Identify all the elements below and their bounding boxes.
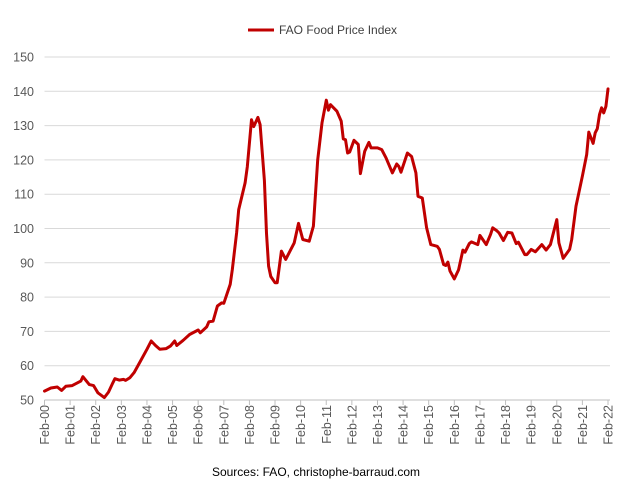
x-tick-label: Feb-07: [217, 405, 231, 445]
series-line-fao-food-price-index: [43, 87, 610, 400]
y-tick-label: 80: [20, 291, 34, 305]
x-tick-label: Feb-18: [499, 405, 513, 445]
y-tick-label: 70: [20, 325, 34, 339]
x-tick-label: Feb-22: [602, 405, 616, 445]
x-tick-label: Feb-05: [166, 405, 180, 445]
x-tick-label: Feb-06: [192, 405, 206, 445]
x-tick-label: Feb-15: [422, 405, 436, 445]
y-tick-label: 100: [13, 222, 34, 236]
gridlines: [44, 56, 610, 367]
x-tick-label: Feb-01: [64, 405, 78, 445]
x-axis: Feb-00 Feb-01 Feb-02 Feb-03 Feb-04 Feb-05 Feb-…: [38, 399, 616, 445]
x-tick-label: Feb-17: [473, 405, 487, 445]
x-tick-label: Feb-13: [371, 405, 385, 445]
x-tick-label: Feb-08: [243, 405, 257, 445]
y-tick-label: 90: [20, 256, 34, 270]
y-tick-label: 140: [13, 85, 34, 99]
x-tick-label: Feb-03: [115, 405, 129, 445]
x-tick-label: Feb-14: [397, 405, 411, 445]
legend: FAO Food Price Index: [248, 23, 397, 37]
y-tick-label: 110: [14, 188, 34, 202]
x-tick-label: Feb-02: [89, 405, 103, 445]
x-tick-label: Feb-11: [320, 405, 334, 444]
x-tick-label: Feb-20: [550, 405, 564, 445]
legend-label: FAO Food Price Index: [279, 23, 397, 37]
x-tick-label: Feb-09: [269, 405, 283, 445]
x-tick-label: Feb-12: [345, 405, 359, 445]
series-layer: [43, 87, 610, 400]
x-tick-label: Feb-04: [140, 405, 154, 445]
y-axis: 50 60 70 80 90 100 110 120 130 140 150: [13, 51, 34, 408]
y-tick-label: 130: [13, 119, 34, 133]
y-tick-label: 120: [13, 153, 34, 167]
y-tick-label: 60: [20, 359, 34, 373]
x-tick-label: Feb-00: [38, 405, 52, 445]
x-tick-label: Feb-21: [576, 405, 590, 445]
x-tick-label: Feb-19: [525, 405, 539, 445]
x-tick-label: Feb-16: [448, 405, 462, 445]
source-note: Sources: FAO, christophe-barraud.com: [212, 465, 420, 479]
y-tick-label: 50: [20, 394, 34, 408]
x-tick-label: Feb-10: [294, 405, 308, 445]
y-tick-label: 150: [13, 51, 34, 65]
